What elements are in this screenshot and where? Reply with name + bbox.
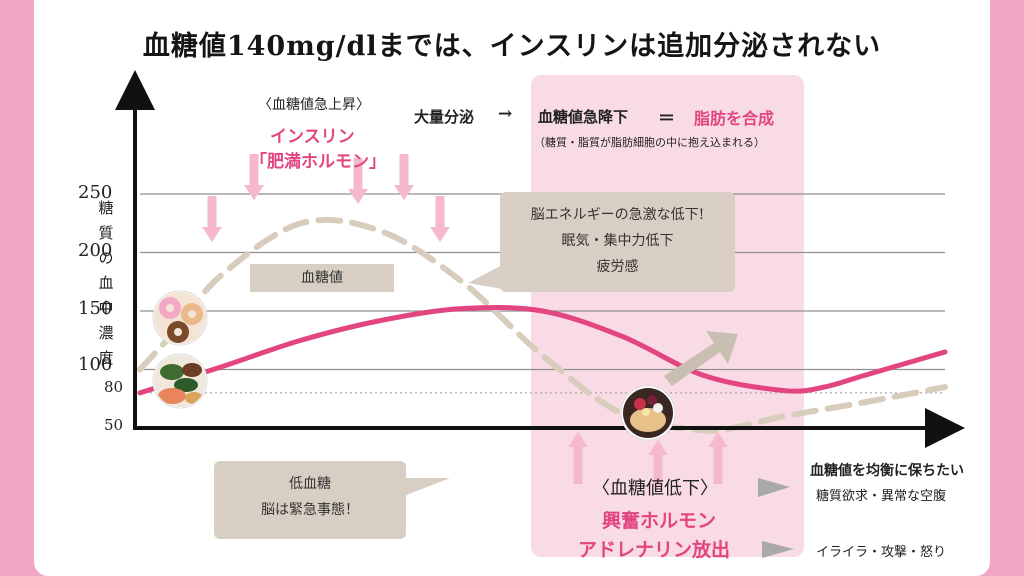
y-tick-label: 80 bbox=[104, 378, 124, 396]
insulin-down-arrow bbox=[430, 196, 450, 242]
blood-sugar-curve bbox=[137, 216, 948, 434]
pointer-triangle-1 bbox=[758, 478, 790, 497]
brain-energy-callout: 脳エネルギーの急激な低下! 眠気・集中力低下 疲労感 bbox=[500, 192, 735, 292]
equals-symbol: ＝ bbox=[658, 109, 675, 129]
obesity-hormone-label: 「肥満ホルモン」 bbox=[250, 152, 386, 172]
hypoglycemia-callout: 低血糖 脳は緊急事態！ bbox=[214, 461, 406, 539]
adrenaline-up-arrow bbox=[568, 432, 588, 484]
irritation-label: イライラ・攻撃・怒り bbox=[816, 545, 947, 560]
hypo-callout-line1: 低血糖 bbox=[289, 476, 331, 492]
y-axis-label: 糖質の血中濃度 bbox=[98, 199, 114, 367]
brain-callout-tail bbox=[468, 265, 502, 289]
y-tick-label: 100 bbox=[78, 354, 113, 375]
y-tick-label: 200 bbox=[78, 240, 113, 261]
brain-callout-line3: 疲労感 bbox=[596, 259, 639, 275]
insulin-down-arrow bbox=[244, 154, 264, 200]
adrenaline-up-arrow bbox=[648, 440, 668, 486]
donuts-image bbox=[152, 290, 208, 346]
spike-label: 〈血糖値急上昇〉 bbox=[258, 97, 370, 113]
keep-balance-label: 血糖値を均衡に保ちたい bbox=[810, 463, 964, 479]
y-tick-label: 50 bbox=[104, 416, 124, 434]
y-tick-label: 150 bbox=[78, 298, 113, 319]
insulin-label: インスリン bbox=[270, 127, 355, 147]
y-tick-label: 250 bbox=[78, 182, 113, 203]
blood-sugar-label-box: 血糖値 bbox=[250, 264, 394, 292]
dessert-image bbox=[620, 385, 676, 441]
fat-note-label: （糖質・脂質が脂肪細胞の中に抱え込まれる） bbox=[534, 136, 765, 149]
arrow-symbol: → bbox=[498, 104, 513, 124]
rise-arrow bbox=[664, 331, 738, 386]
fat-synthesis-label: 脂肪を合成 bbox=[694, 109, 775, 128]
insulin-down-arrow bbox=[202, 196, 222, 242]
insulin-down-arrow bbox=[348, 158, 368, 204]
sugar-craving-label: 糖質欲求・異常な空腹 bbox=[816, 489, 947, 504]
excitement-hormone-label: 興奮ホルモン bbox=[602, 510, 717, 532]
brain-callout-line1: 脳エネルギーの急激な低下! bbox=[530, 207, 705, 223]
page-title: 血糖値140mg/dlまでは、インスリンは追加分泌されない bbox=[142, 31, 882, 62]
adrenaline-label: アドレナリン放出 bbox=[578, 539, 731, 561]
mass-secretion-label: 大量分泌 bbox=[414, 108, 475, 126]
pointer-triangle-2 bbox=[762, 541, 794, 558]
sugar-low-label: 〈血糖値低下〉 bbox=[592, 478, 718, 499]
brain-callout-line2: 眠気・集中力低下 bbox=[561, 233, 674, 249]
adrenaline-up-arrow bbox=[708, 432, 728, 484]
hypo-callout-line2: 脳は緊急事態！ bbox=[261, 502, 359, 518]
insulin-curve bbox=[137, 304, 948, 396]
sugar-drop-label: 血糖値急降下 bbox=[538, 108, 629, 126]
hypo-callout-tail bbox=[404, 478, 450, 496]
salad-image bbox=[152, 353, 208, 409]
insulin-down-arrow bbox=[394, 154, 414, 200]
